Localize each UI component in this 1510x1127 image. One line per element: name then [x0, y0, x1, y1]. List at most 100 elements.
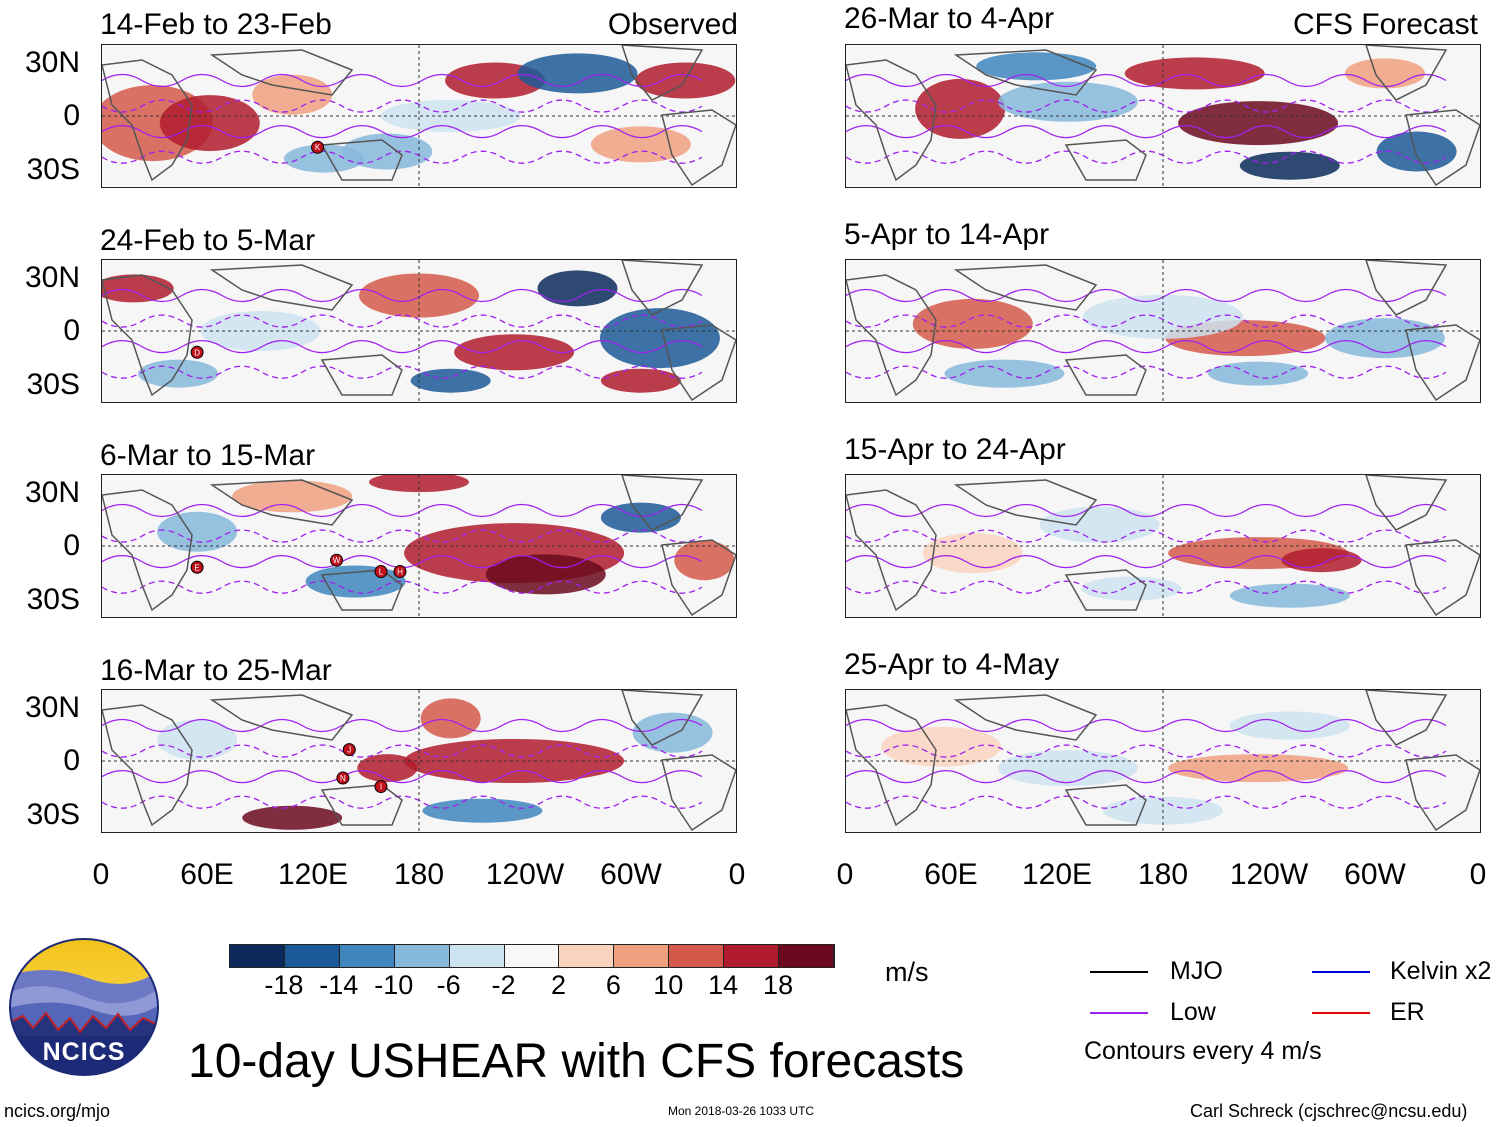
storm-marker-label: N — [340, 774, 346, 783]
colorbar-tick-label: -6 — [436, 970, 461, 1000]
coastline — [1365, 45, 1448, 101]
colorbar-tick-label: -14 — [319, 970, 359, 1000]
lat-label: 0 — [63, 314, 80, 347]
storm-marker: W — [330, 553, 344, 567]
low-frequency-contour — [102, 339, 703, 354]
legend-er: ER — [1390, 998, 1425, 1026]
low-frequency-contour — [102, 769, 703, 784]
low-frequency-contour — [846, 580, 1447, 594]
storm-marker: K — [311, 140, 325, 154]
coastline — [320, 569, 403, 611]
storm-marker-label: K — [315, 143, 321, 152]
lat-label: 30S — [26, 583, 80, 616]
lat-label: 30S — [26, 798, 80, 831]
low-frequency-contour — [102, 150, 703, 164]
shear-anomaly-region — [590, 126, 691, 163]
map-panel-plot — [846, 690, 1480, 832]
colorbar-swatch — [779, 945, 834, 967]
shear-anomaly-region — [410, 368, 491, 393]
legend-low: Low — [1170, 998, 1216, 1026]
lon-label: 60E — [180, 858, 234, 891]
map-panel-plot — [846, 475, 1480, 617]
coastline — [320, 354, 403, 396]
coastline — [621, 260, 704, 316]
shear-anomaly-region — [1281, 548, 1362, 573]
lon-label: 120W — [485, 858, 565, 891]
coastline — [320, 139, 403, 181]
map-panel-2: D — [101, 259, 737, 403]
lat-label: 0 — [63, 529, 80, 562]
storm-marker: H — [393, 565, 407, 579]
coastline — [846, 274, 937, 397]
coastline — [1405, 109, 1480, 187]
legend-line-mjo — [1090, 971, 1148, 973]
low-frequency-contour — [102, 503, 703, 518]
lat-label: 0 — [63, 99, 80, 132]
lat-label: 30N — [24, 261, 80, 294]
map-panel-plot: D — [102, 260, 736, 402]
storm-marker-label: H — [397, 568, 403, 577]
shear-anomaly-region — [1208, 361, 1309, 386]
panel-title-7: 15-Apr to 24-Apr — [844, 433, 1066, 466]
colorbar-swatch — [614, 945, 670, 967]
coastline — [621, 45, 704, 101]
colorbar-tick-label: -10 — [374, 970, 414, 1000]
coastline — [209, 694, 354, 741]
shear-anomaly-region — [881, 726, 1002, 767]
map-panel-8 — [845, 689, 1481, 833]
coastline — [209, 479, 354, 526]
shear-anomaly-region — [912, 298, 1033, 349]
credit: Carl Schreck (cjschrec@ncsu.edu) — [1190, 1101, 1468, 1121]
coastline — [102, 489, 193, 612]
lon-label: 120E — [277, 858, 349, 891]
lon-label: 120E — [1021, 858, 1093, 891]
legend-kelvin: Kelvin x2 — [1390, 957, 1492, 985]
legend-line-er — [1312, 1012, 1370, 1014]
low-frequency-contour — [102, 124, 703, 139]
coastline — [1365, 260, 1448, 316]
coastline — [1064, 569, 1147, 611]
shear-anomaly-region — [157, 719, 238, 760]
low-frequency-contour — [846, 718, 1447, 733]
coastline — [953, 264, 1098, 311]
map-panel-7 — [845, 474, 1481, 618]
shear-anomaly-region — [242, 805, 343, 830]
map-panel-4: J N I — [101, 689, 737, 833]
legend-contours: Contours every 4 m/s — [1084, 1037, 1322, 1065]
colorbar-tick-label: 2 — [550, 970, 566, 1000]
coastline — [621, 690, 704, 746]
shear-anomaly-region — [404, 739, 625, 783]
coastline — [102, 59, 193, 182]
low-frequency-contour — [846, 150, 1447, 164]
low-frequency-contour — [846, 365, 1447, 379]
coastline — [1064, 354, 1147, 396]
storm-marker: J — [342, 743, 356, 757]
panel-title-3: 6-Mar to 15-Mar — [100, 439, 316, 472]
coastline — [1064, 784, 1147, 826]
coastline — [846, 489, 937, 612]
panel-title-5: 26-Mar to 4-Apr — [844, 2, 1055, 35]
colorbar-swatch — [284, 945, 340, 967]
coastline — [661, 539, 736, 617]
colorbar-tick-label: -18 — [264, 970, 304, 1000]
lat-label: 30S — [26, 368, 80, 401]
lon-label: 60W — [1344, 858, 1406, 891]
low-frequency-contour — [102, 580, 703, 594]
colorbar-tick-label: 14 — [708, 970, 739, 1000]
low-frequency-contour — [846, 554, 1447, 569]
lon-label: 0 — [728, 858, 746, 891]
map-panel-6 — [845, 259, 1481, 403]
shear-anomaly-region — [1168, 754, 1349, 783]
storm-marker: I — [374, 780, 388, 794]
colorbar-tick-label: 6 — [605, 970, 621, 1000]
shear-anomaly-region — [599, 308, 720, 369]
shear-anomaly-region — [1229, 711, 1350, 740]
coastline — [209, 264, 354, 311]
coastline — [1405, 324, 1480, 402]
colorbar-tick-label: 10 — [653, 970, 684, 1000]
main-title: 10-day USHEAR with CFS forecasts — [188, 1035, 965, 1088]
low-frequency-contour — [102, 529, 703, 543]
storm-marker: D — [190, 345, 204, 359]
colorbar-unit: m/s — [885, 957, 929, 987]
storm-marker: N — [336, 771, 350, 785]
